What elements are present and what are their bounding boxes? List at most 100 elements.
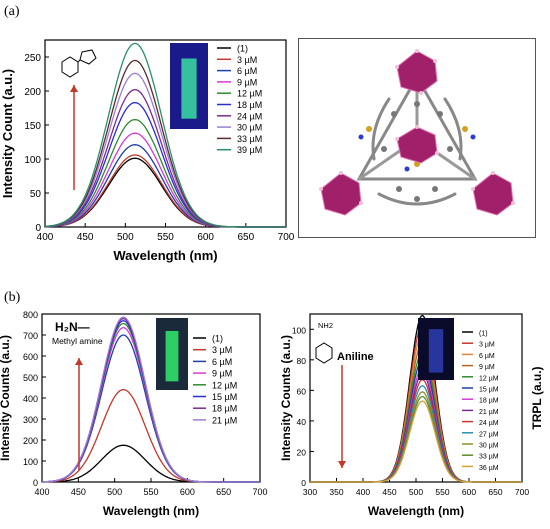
y-tick-label: 500 — [23, 373, 38, 383]
arrow-br-head — [338, 461, 346, 468]
panel-a-label: (a) — [4, 4, 20, 19]
legend-label-2: 6 µM — [212, 357, 232, 367]
legend-label-7: 30 µM — [237, 123, 262, 133]
legend-label-6: 18 µM — [212, 404, 237, 414]
ring-bond — [77, 59, 81, 63]
series-line-12 — [310, 400, 522, 483]
vial-br-vial — [428, 329, 444, 373]
legend-label-3: 9 µM — [212, 369, 232, 379]
legend-label-5: 15 µM — [479, 387, 499, 394]
mof-structure-drawing — [319, 49, 515, 216]
y-tick-label: 200 — [24, 87, 41, 98]
x-tick-label: 600 — [462, 487, 476, 497]
x-tick-label: 450 — [382, 487, 396, 497]
y-axis-label: Intensity Count (a.u.) — [0, 69, 15, 198]
x-axis-label: Wavelength (nm) — [368, 504, 464, 518]
series-line-9 — [44, 42, 286, 228]
nicotine-structure — [61, 49, 97, 78]
arrow-a-head — [70, 85, 78, 92]
legend-label-0: (1) — [479, 331, 488, 338]
legend-label-2: 6 µM — [479, 353, 495, 360]
legend-label-11: 33 µM — [479, 454, 499, 461]
legend-label-12: 36 µM — [479, 465, 499, 472]
y-tick-label: 0 — [33, 478, 38, 488]
chart-b-right: 300 350 400 450 500 550 600 650 700 0 20 40 60 80 100 W… — [279, 313, 544, 518]
panel-b-label: (b) — [4, 290, 21, 305]
y-tick-label: 200 — [23, 436, 38, 446]
y-tick-label: 60 — [297, 386, 307, 396]
aniline-formula: NH2 — [318, 321, 333, 330]
x-tick-label: 500 — [107, 487, 122, 497]
legend-label-5: 18 µM — [237, 100, 262, 110]
x-tick-label: 550 — [143, 487, 158, 497]
legend-label-1: 3 µM — [479, 342, 495, 349]
x-tick-label: 650 — [216, 487, 231, 497]
legend-label-0: (1) — [237, 44, 248, 54]
x-tick-label: 500 — [117, 232, 134, 243]
y-axis-label: Intensity Counts (a.u.) — [0, 335, 12, 461]
x-tick-label: 300 — [303, 487, 317, 497]
legend-label-8: 24 µM — [479, 420, 499, 427]
legend-label-6: 18 µM — [479, 398, 499, 405]
y-tick-label: 800 — [23, 310, 38, 320]
legend-label-3: 9 µM — [479, 364, 495, 371]
legend-label-3: 9 µM — [237, 77, 257, 87]
x-tick-label: 500 — [409, 487, 423, 497]
x-tick-label: 450 — [77, 232, 94, 243]
arrow-bl-head — [75, 358, 83, 365]
methyl-amine-name: Methyl amine — [52, 336, 103, 346]
legend-label-0: (1) — [212, 334, 223, 344]
legend: (1) 3 µM 6 µM 9 µM 12 µM 15 µM 18 µM 21 µM 24 µM… — [462, 331, 499, 472]
x-tick-label: 700 — [252, 487, 267, 497]
y-tick-label: 150 — [24, 121, 41, 132]
legend-label-7: 21 µM — [479, 409, 499, 416]
x-tick-label: 450 — [71, 487, 86, 497]
legend-label-2: 6 µM — [237, 66, 257, 76]
legend-label-4: 12 µM — [237, 89, 262, 99]
x-tick-label: 600 — [180, 487, 195, 497]
y-tick-label: 600 — [23, 352, 38, 362]
y-tick-label: 700 — [23, 331, 38, 341]
pyridine-ring — [61, 56, 79, 78]
legend-label-6: 24 µM — [237, 111, 262, 121]
x-axis-label: Wavelength (nm) — [113, 248, 217, 263]
legend-label-1: 3 µM — [212, 345, 232, 355]
y-tick-label: 100 — [24, 155, 41, 166]
chart-b-left: 400 450 500 550 600 650 700 0 100 200 300 400 500 600… — [0, 310, 268, 518]
series-line-0 — [42, 444, 260, 483]
aniline-name: Aniline — [337, 351, 374, 363]
vial-bl-vial — [165, 330, 179, 382]
y-axis-label: Intensity Counts (a.u.) — [279, 335, 293, 461]
right-axis-label: TRPL (a.u.) — [530, 366, 544, 429]
y-tick-label: 100 — [23, 457, 38, 467]
legend-label-1: 3 µM — [237, 55, 257, 65]
y-tick-label: 100 — [292, 325, 306, 335]
x-tick-label: 650 — [488, 487, 502, 497]
x-tick-label: 700 — [515, 487, 529, 497]
legend-label-9: 39 µM — [237, 145, 262, 155]
legend-label-4: 12 µM — [212, 380, 237, 390]
x-tick-label: 700 — [278, 232, 295, 243]
legend-label-10: 30 µM — [479, 443, 499, 450]
y-tick-label: 50 — [30, 189, 42, 200]
y-tick-label: 40 — [297, 417, 307, 427]
mof-structure-image — [298, 38, 536, 238]
legend-label-7: 21 µM — [212, 415, 237, 425]
y-tick-label: 0 — [301, 478, 306, 488]
pyrrolidine-ring — [79, 49, 97, 65]
methyl-amine-formula: H₂N— — [55, 320, 90, 334]
x-tick-label: 350 — [329, 487, 343, 497]
legend-label-9: 27 µM — [479, 431, 499, 438]
x-tick-label: 400 — [34, 487, 49, 497]
x-tick-label: 600 — [197, 232, 214, 243]
x-axis-label: Wavelength (nm) — [103, 504, 199, 518]
y-tick-label: 400 — [23, 394, 38, 404]
vial-a-vial — [181, 58, 197, 119]
x-tick-label: 550 — [435, 487, 449, 497]
legend-label-4: 12 µM — [479, 375, 499, 382]
legend-label-5: 15 µM — [212, 392, 237, 402]
chart-a: 400 450 500 550 600 650 700 0 50 100 150 200 250 Wave… — [0, 39, 295, 263]
